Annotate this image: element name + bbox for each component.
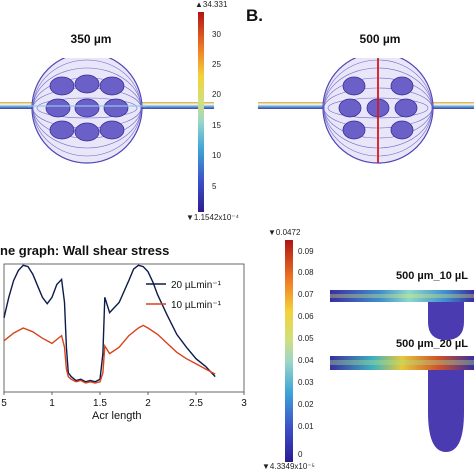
colorbar-bottom [285,240,293,462]
channel-10-figure [330,290,474,340]
colorbar-bottom-tick: 0.03 [298,378,314,387]
channel-20-figure [330,356,474,452]
colorbar-bottom-max: ▼0.0472 [268,228,301,237]
sim-label-350: 350 µm [70,32,112,46]
x-tick-label: 2 [145,398,151,409]
wall-shear-chart: 5 1 1.5 2 2.5 3 20 µLmin⁻¹ 10 µLmin⁻¹ [1,263,247,409]
colorbar-bottom-tick: 0.01 [298,422,314,431]
simulation-500-figure [258,58,474,164]
x-tick-label: 5 [1,398,7,409]
sim-label-500: 500 µm [359,32,401,46]
colorbar-bottom-tick: 0.07 [298,290,314,299]
colorbar-bottom-tick: 0.04 [298,356,314,365]
graph-title: ne graph: Wall shear stress [0,243,170,258]
x-tick-label: 3 [241,398,247,409]
colorbar-bottom-tick: 0 [298,450,303,459]
plot-frame [3,263,245,393]
colorbar-top-tick: 15 [212,121,221,130]
colorbar-top-min: ▼1.1542x10⁻⁴ [186,213,239,222]
colorbar-top-tick: 30 [212,30,221,39]
colorbar-bottom-min: ▼4.3349x10⁻⁵ [262,462,315,471]
cell-cluster [49,76,75,96]
legend-label: 10 µLmin⁻¹ [171,300,222,311]
legend-label: 20 µLmin⁻¹ [171,280,222,291]
x-axis-title: Acr length [92,410,142,422]
panel-b-letter: B. [246,6,263,25]
series-line-0 [3,264,216,383]
x-tick-label: 1.5 [93,398,107,409]
channel-top-label: 500 µm_10 µL [396,270,468,282]
colorbar-top-tick: 20 [212,90,221,99]
colorbar-bottom-tick: 0.08 [298,268,314,277]
colorbar-bottom-tick: 0.09 [298,247,314,256]
channel-bottom-label: 500 µm_20 µL [396,338,468,350]
colorbar-top-tick: 10 [212,151,221,160]
x-tick-label: 1 [49,398,55,409]
colorbar-bottom-tick: 0.06 [298,312,314,321]
colorbar-top-tick: 5 [212,182,217,191]
colorbar-bottom-tick: 0.02 [298,400,314,409]
simulation-350-figure [0,58,214,164]
colorbar-top-tick: 25 [212,60,221,69]
x-tick-label: 2.5 [189,398,203,409]
colorbar-top-max: ▲34.331 [195,0,228,9]
colorbar-bottom-tick: 0.05 [298,334,314,343]
colorbar-top [198,12,204,212]
series-line-1 [3,324,216,384]
